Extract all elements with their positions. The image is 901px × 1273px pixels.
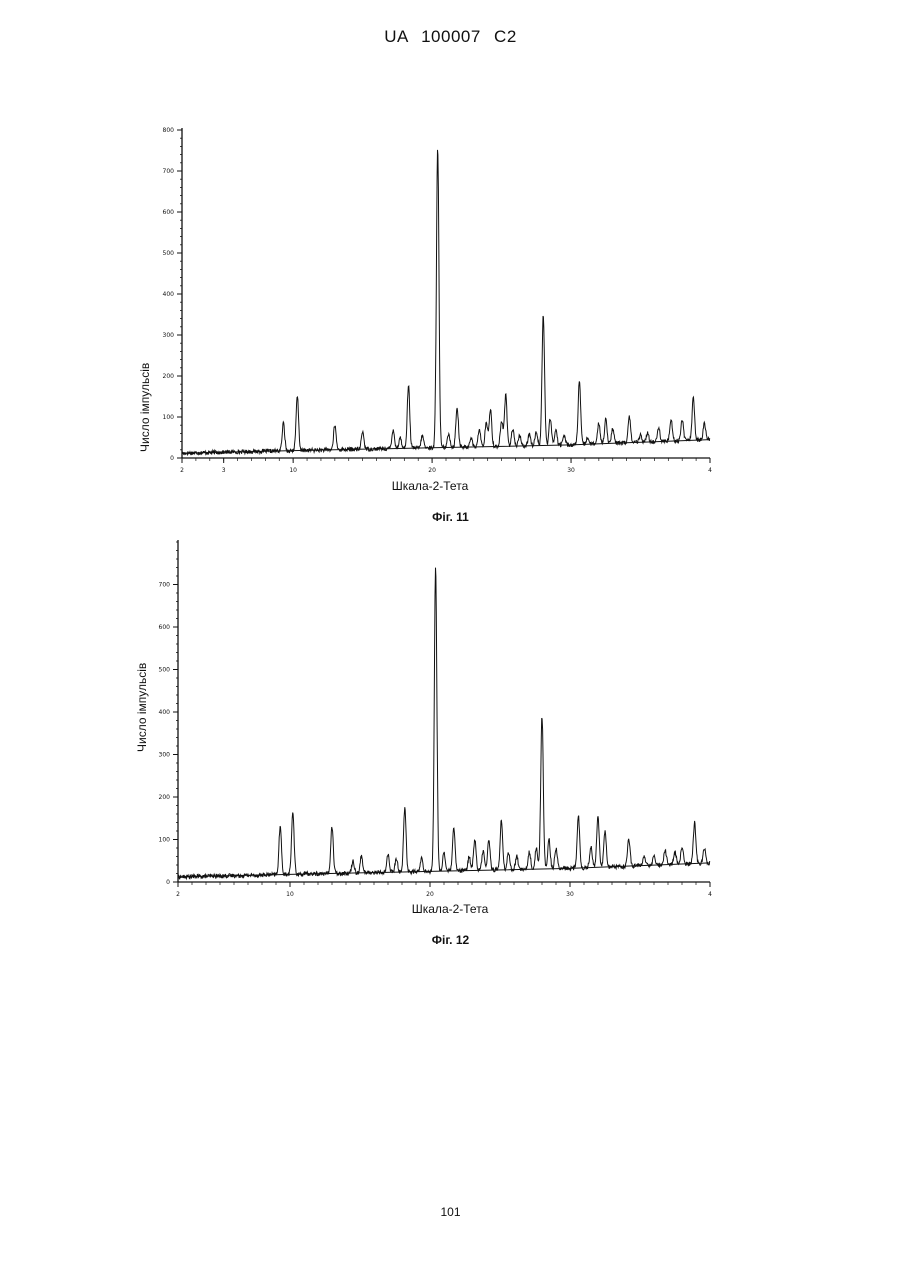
y-tick-label: 0 xyxy=(166,879,170,886)
figure-caption: Фіг. 12 xyxy=(0,933,901,947)
x-tick-label: 30 xyxy=(567,467,575,474)
y-tick-label: 400 xyxy=(163,291,175,298)
x-tick-label: 2 xyxy=(180,467,184,474)
y-tick-label: 400 xyxy=(159,709,171,716)
x-tick-label: 3 xyxy=(222,467,226,474)
y-tick-label: 600 xyxy=(163,209,175,216)
x-tick-label: 20 xyxy=(426,891,434,898)
y-tick-label: 700 xyxy=(159,582,171,589)
x-tick-label: 30 xyxy=(566,891,574,898)
y-tick-label: 800 xyxy=(163,127,175,134)
y-tick-label: 500 xyxy=(159,667,171,674)
y-tick-label: 100 xyxy=(163,414,175,421)
figure-caption: Фіг. 11 xyxy=(0,510,901,524)
x-tick-label: 4 xyxy=(708,891,712,898)
x-axis-label: Шкала-2-Тета xyxy=(330,479,530,493)
y-tick-label: 600 xyxy=(159,624,171,631)
x-tick-label: 20 xyxy=(428,467,436,474)
y-tick-label: 700 xyxy=(163,168,175,175)
y-tick-label: 500 xyxy=(163,250,175,257)
diffraction-trace xyxy=(178,568,710,879)
y-axis-label: Число імпульсів xyxy=(138,363,152,452)
y-tick-label: 100 xyxy=(159,837,171,844)
document-header: UA 100007 C2 xyxy=(0,27,901,47)
x-tick-label: 4 xyxy=(708,467,712,474)
y-tick-label: 300 xyxy=(163,332,175,339)
y-tick-label: 200 xyxy=(159,794,171,801)
x-axis-label: Шкала-2-Тета xyxy=(350,902,550,916)
xrd-chart-fig-12: 0 100 200 300 400 500 600 700 2 10 20 30 4 Число імп… xyxy=(0,530,901,960)
y-axis-label: Число імпульсів xyxy=(135,663,149,752)
chart-svg: 0 100 200 300 400 500 600 700 800 2 3 10 20 30 4 xyxy=(0,110,901,530)
y-tick-label: 300 xyxy=(159,752,171,759)
y-tick-label: 0 xyxy=(170,455,174,462)
x-tick-label: 10 xyxy=(286,891,294,898)
page-number: 101 xyxy=(0,1205,901,1219)
xrd-chart-fig-11: 0 100 200 300 400 500 600 700 800 2 3 10 20 30 4 Число… xyxy=(0,110,901,530)
diffraction-trace xyxy=(182,150,710,455)
y-tick-label: 200 xyxy=(163,373,175,380)
x-tick-label: 10 xyxy=(289,467,297,474)
x-tick-label: 2 xyxy=(176,891,180,898)
background-baseline xyxy=(178,863,710,877)
